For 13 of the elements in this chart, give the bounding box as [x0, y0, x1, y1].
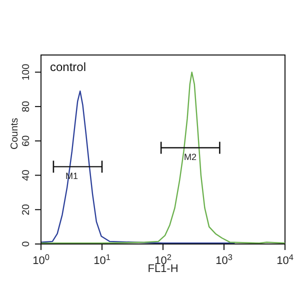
- y-axis-title: Counts: [10, 118, 21, 150]
- x-tick-label: 10$^{1}$: [94, 252, 111, 267]
- x-tick-label: 10$^{4}$: [276, 252, 294, 267]
- x-tick-label: 10$^{3}$: [216, 252, 233, 267]
- y-tick-label: 0: [21, 240, 32, 247]
- y-tick-label: 20: [21, 204, 32, 216]
- annotation: M2: [184, 152, 197, 162]
- x-tick-label: 10$^{0}$: [32, 252, 50, 267]
- y-tick-label: 80: [21, 100, 32, 112]
- y-tick-label: 60: [21, 134, 32, 146]
- y-tick-label: 100: [21, 63, 32, 81]
- annotation: control: [50, 60, 86, 74]
- y-tick-label: 40: [21, 169, 32, 181]
